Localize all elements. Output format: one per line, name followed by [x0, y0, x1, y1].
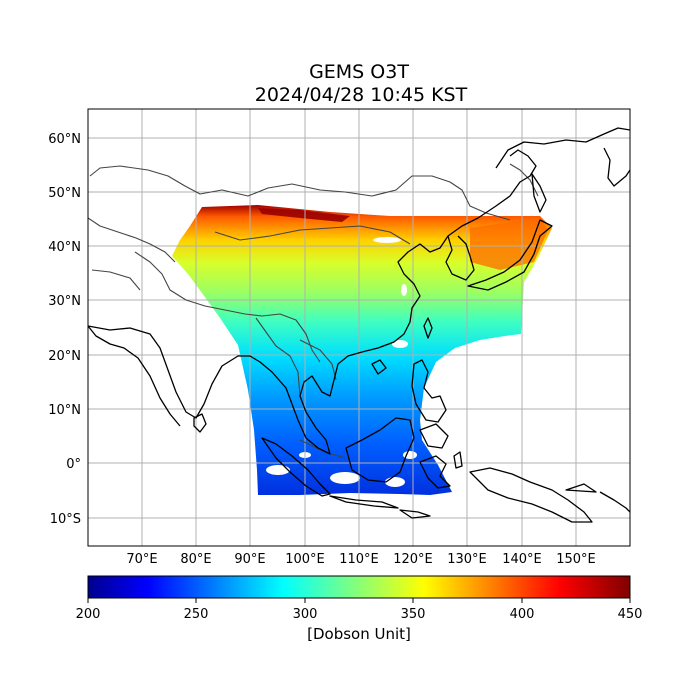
colorbar-tick-label: 200 [76, 607, 101, 622]
ozone-data-swath [172, 205, 552, 495]
lat-label: 10°S [50, 512, 81, 527]
colorbar-tick-label: 250 [184, 607, 209, 622]
map-plot-area [88, 109, 630, 546]
lon-label: 110°E [339, 552, 379, 567]
lat-label: 20°N [48, 349, 81, 364]
coastlines [88, 127, 630, 523]
title-line-2: 2024/04/28 10:45 KST [255, 84, 468, 106]
lat-label: 40°N [48, 240, 81, 255]
lon-label: 140°E [502, 552, 542, 567]
colorbar-tick-label: 300 [293, 607, 318, 622]
colorbar-tick-label: 400 [510, 607, 535, 622]
lat-label: 0° [66, 457, 81, 472]
lon-label: 90°E [234, 552, 265, 567]
lon-label: 120°E [393, 552, 433, 567]
colorbar: 200 250 300 350 400 450 [Dobson Unit] [76, 575, 643, 643]
title-line-1: GEMS O3T [309, 61, 409, 83]
colorbar-gradient [87, 575, 631, 599]
longitude-labels: 70°E 80°E 90°E 100°E 110°E 120°E 130°E 1… [126, 552, 595, 567]
lat-label: 30°N [48, 294, 81, 309]
lon-label: 80°E [180, 552, 211, 567]
map-frame [87, 108, 631, 547]
colorbar-ticks [87, 598, 631, 603]
lat-label: 10°N [48, 403, 81, 418]
lat-label: 50°N [48, 186, 81, 201]
colorbar-tick-label: 350 [401, 607, 426, 622]
lat-label: 60°N [48, 132, 81, 147]
lon-label: 130°E [447, 552, 487, 567]
graticule [88, 109, 630, 546]
lon-label: 150°E [556, 552, 596, 567]
latitude-labels: 60°N 50°N 40°N 30°N 20°N 10°N 0° 10°S [48, 132, 81, 527]
high-ozone-east [470, 218, 548, 270]
lon-label: 70°E [126, 552, 157, 567]
lon-label: 100°E [285, 552, 325, 567]
high-ozone-strip [258, 208, 350, 222]
colorbar-unit-label: [Dobson Unit] [307, 625, 411, 643]
colorbar-tick-label: 450 [618, 607, 643, 622]
country-borders [88, 163, 539, 459]
